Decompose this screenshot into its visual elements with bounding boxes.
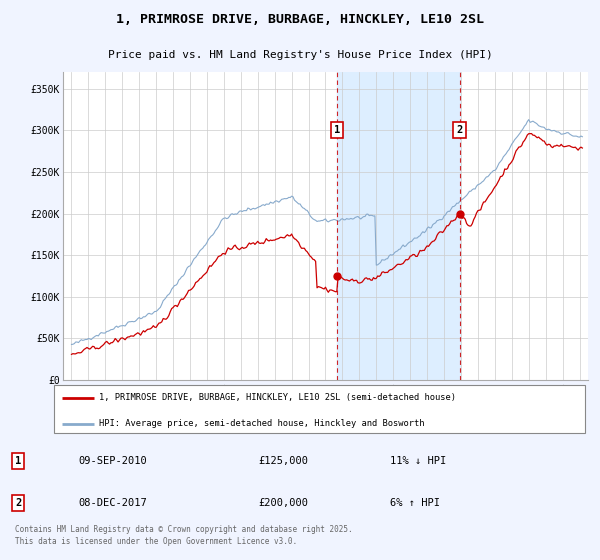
Text: £200,000: £200,000	[258, 498, 308, 508]
Text: HPI: Average price, semi-detached house, Hinckley and Bosworth: HPI: Average price, semi-detached house,…	[100, 419, 425, 428]
Text: 1, PRIMROSE DRIVE, BURBAGE, HINCKLEY, LE10 2SL: 1, PRIMROSE DRIVE, BURBAGE, HINCKLEY, LE…	[116, 13, 484, 26]
Text: 08-DEC-2017: 08-DEC-2017	[78, 498, 147, 508]
Text: Price paid vs. HM Land Registry's House Price Index (HPI): Price paid vs. HM Land Registry's House …	[107, 50, 493, 59]
Text: 1: 1	[15, 456, 21, 466]
Text: 11% ↓ HPI: 11% ↓ HPI	[390, 456, 446, 466]
Text: Contains HM Land Registry data © Crown copyright and database right 2025.
This d: Contains HM Land Registry data © Crown c…	[15, 525, 353, 545]
Bar	[337, 72, 460, 380]
Text: 6% ↑ HPI: 6% ↑ HPI	[390, 498, 440, 508]
Text: 2: 2	[457, 125, 463, 136]
Text: 1: 1	[334, 125, 340, 136]
Text: 1, PRIMROSE DRIVE, BURBAGE, HINCKLEY, LE10 2SL (semi-detached house): 1, PRIMROSE DRIVE, BURBAGE, HINCKLEY, LE…	[100, 393, 457, 402]
Text: 09-SEP-2010: 09-SEP-2010	[78, 456, 147, 466]
FancyBboxPatch shape	[53, 385, 586, 433]
Text: £125,000: £125,000	[258, 456, 308, 466]
Text: 2: 2	[15, 498, 21, 508]
